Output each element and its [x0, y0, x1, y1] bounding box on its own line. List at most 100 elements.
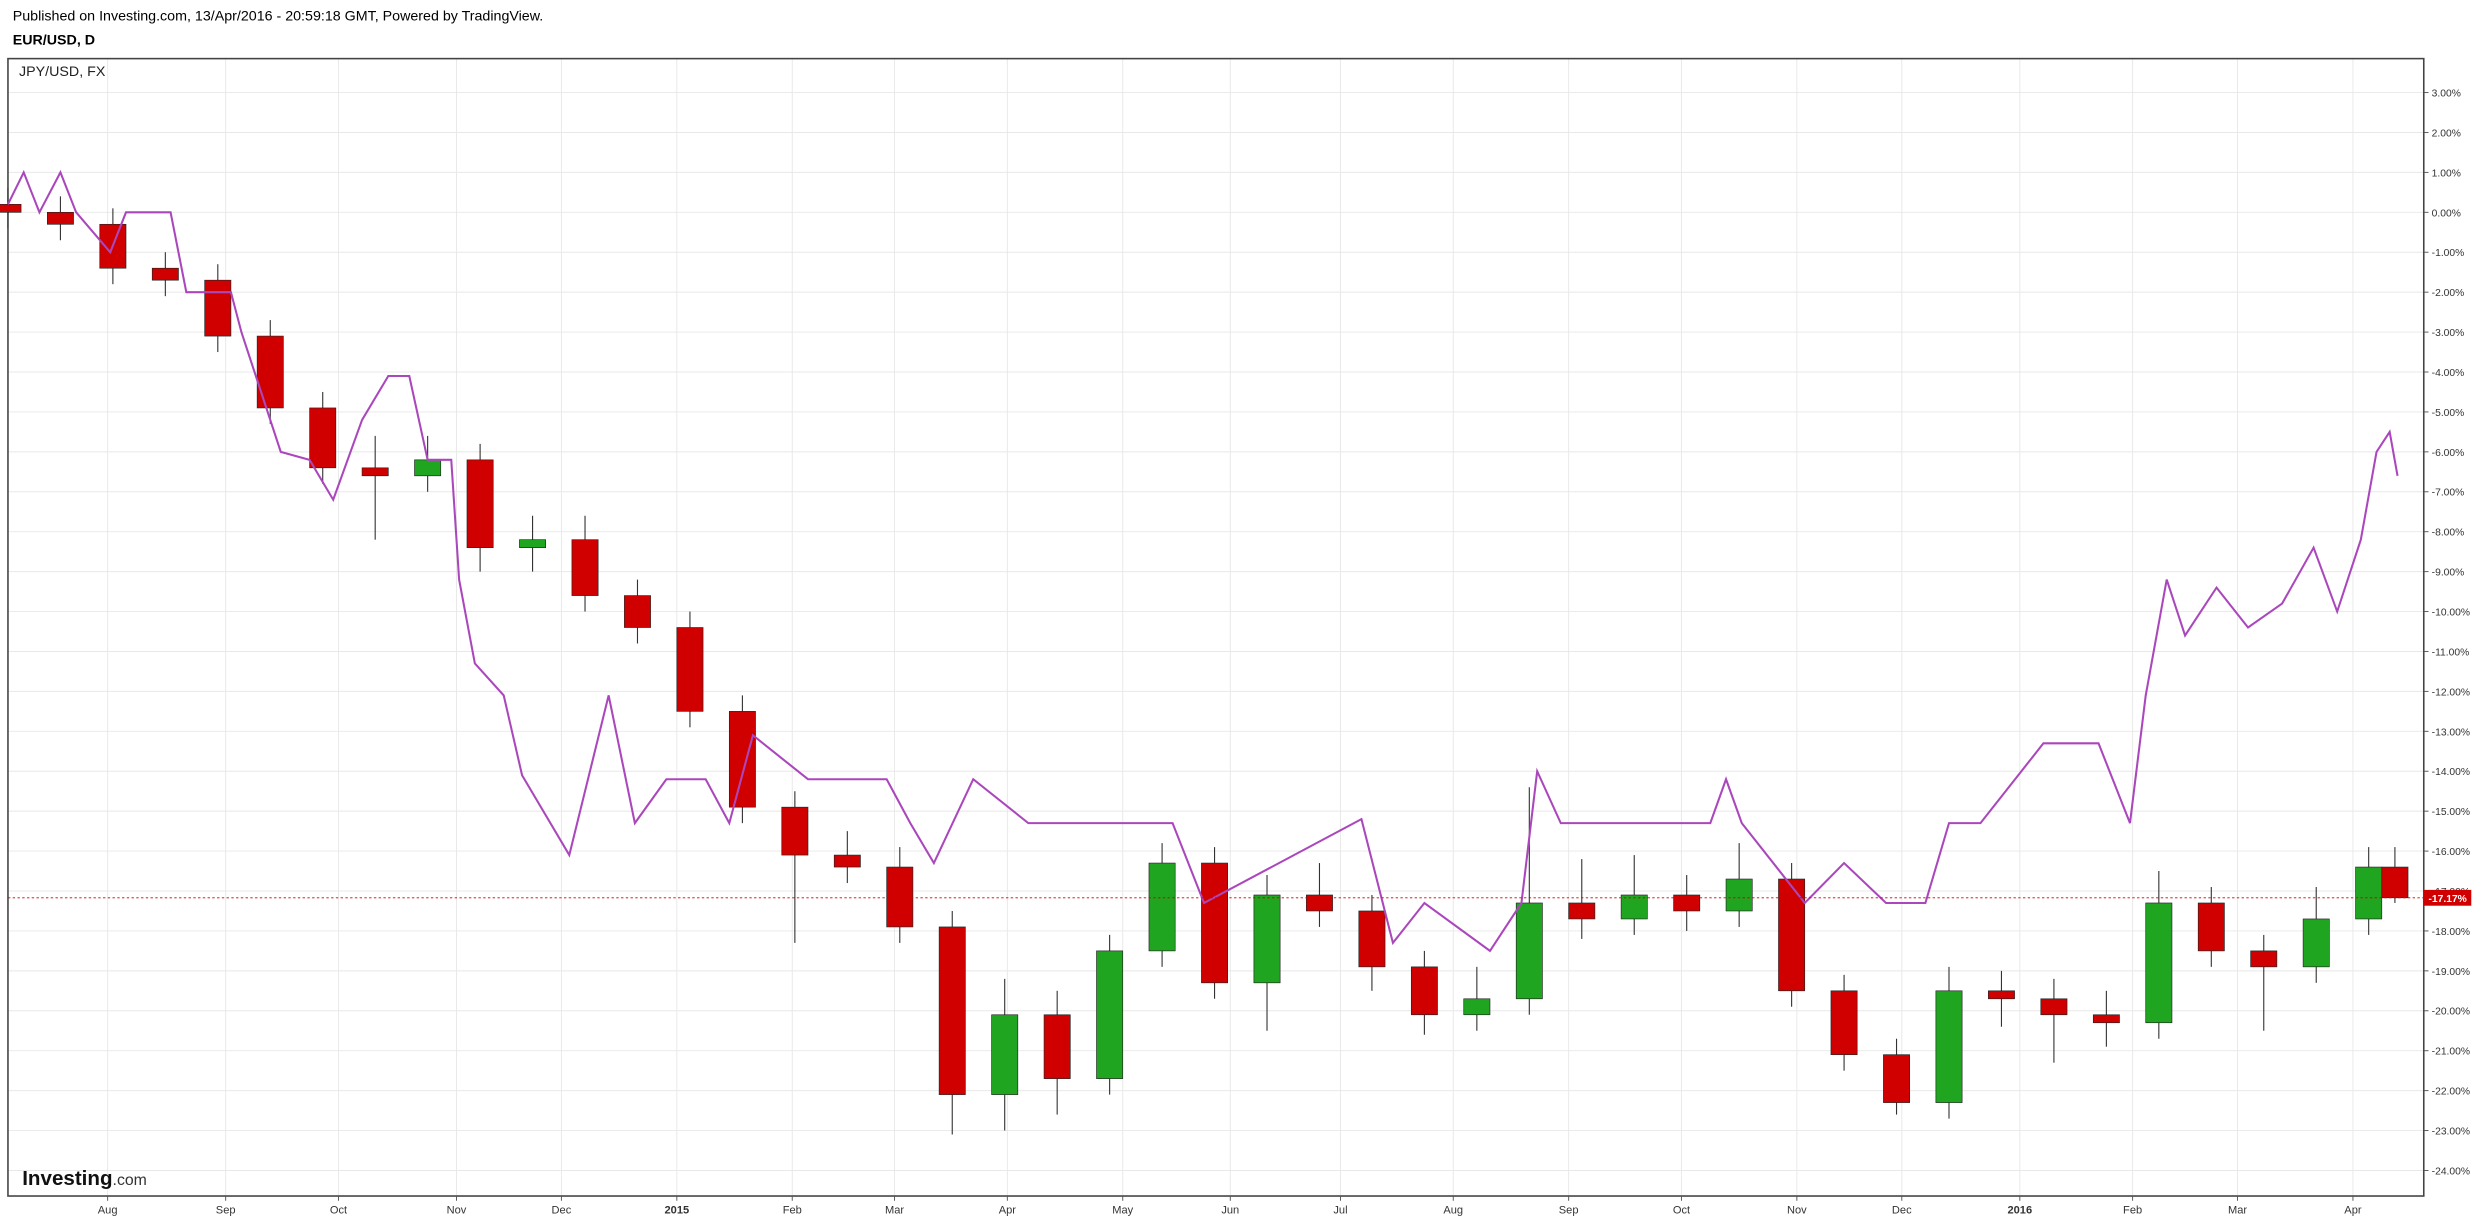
- x-tick-label: Nov: [1787, 1204, 1807, 1216]
- candle-body: [256, 335, 284, 409]
- y-tick-label: -15.00%: [2432, 807, 2470, 818]
- candle-body: [1620, 894, 1648, 920]
- y-tick-label: -12.00%: [2432, 687, 2470, 698]
- candle-body: [1988, 990, 2015, 1000]
- y-tick-label: -13.00%: [2432, 727, 2470, 738]
- y-tick-label: -11.00%: [2432, 647, 2470, 658]
- candle-body: [0, 204, 22, 213]
- published-note: Published on Investing.com, 13/Apr/2016 …: [13, 9, 543, 25]
- y-tick-label: -16.00%: [2432, 847, 2470, 858]
- candle-body: [833, 854, 861, 868]
- candle-body: [1568, 902, 1596, 920]
- x-tick-label: Feb: [2123, 1204, 2142, 1216]
- y-tick-label: -8.00%: [2432, 528, 2465, 539]
- last-price-box: [2423, 889, 2472, 906]
- x-tick-label: May: [1112, 1204, 1133, 1216]
- y-tick-label: -14.00%: [2432, 767, 2470, 778]
- x-tick-label: Oct: [1673, 1204, 1690, 1216]
- y-tick-label: 2.00%: [2432, 128, 2461, 139]
- candle-body: [781, 806, 809, 856]
- candle-body: [414, 459, 442, 477]
- candle-body: [938, 926, 966, 1095]
- y-tick-label: -24.00%: [2432, 1166, 2470, 1177]
- candle-body: [2302, 918, 2330, 968]
- x-tick-label: Dec: [552, 1204, 572, 1216]
- candle-body: [46, 211, 74, 225]
- y-tick-label: 3.00%: [2432, 89, 2461, 100]
- x-tick-label: 2015: [665, 1204, 690, 1216]
- candle-body: [2040, 998, 2068, 1016]
- x-tick-label: Apr: [999, 1204, 1017, 1216]
- y-tick-label: -9.00%: [2432, 568, 2465, 579]
- candle-body: [309, 407, 337, 469]
- y-tick-label: 1.00%: [2432, 168, 2461, 179]
- candle-body: [2092, 1014, 2120, 1024]
- candle-body: [991, 1014, 1019, 1095]
- x-tick-label: 2016: [2007, 1204, 2032, 1216]
- candle-body: [151, 267, 179, 281]
- candle-body: [466, 459, 494, 548]
- y-tick-label: -2.00%: [2432, 288, 2465, 299]
- candle-body: [1306, 894, 1333, 912]
- candle-body: [1410, 966, 1438, 1016]
- y-tick-label: -22.00%: [2432, 1087, 2470, 1098]
- candle-body: [1096, 950, 1124, 1079]
- x-tick-label: Nov: [447, 1204, 467, 1216]
- last-price-label: -17.17%: [2429, 894, 2467, 905]
- overlay-line: [7, 169, 2399, 953]
- y-tick-label: -20.00%: [2432, 1007, 2470, 1018]
- candle-body: [519, 539, 546, 548]
- candle-body: [1358, 910, 1386, 968]
- x-tick-label: Jun: [1221, 1204, 1239, 1216]
- y-tick-label: 0.00%: [2432, 208, 2461, 219]
- x-tick-label: Apr: [2344, 1204, 2362, 1216]
- candle-body: [2145, 902, 2173, 1024]
- candle-body: [886, 866, 914, 928]
- y-tick-label: -18.00%: [2432, 927, 2470, 938]
- candle-body: [1515, 902, 1543, 1000]
- candle-body: [1043, 1014, 1071, 1079]
- x-tick-label: Dec: [1892, 1204, 1912, 1216]
- y-tick-label: -1.00%: [2432, 248, 2465, 259]
- candle-body: [1725, 878, 1753, 912]
- y-tick-label: -19.00%: [2432, 967, 2470, 978]
- x-tick-label: Mar: [2228, 1204, 2247, 1216]
- candle-body: [624, 595, 651, 628]
- logo-name: Investing: [22, 1167, 112, 1190]
- candle-body: [571, 539, 599, 596]
- logo-suffix: .com: [113, 1172, 147, 1189]
- x-tick-label: Aug: [1443, 1204, 1463, 1216]
- y-tick-label: -6.00%: [2432, 448, 2465, 459]
- x-tick-label: Sep: [1559, 1204, 1579, 1216]
- candle-body: [1883, 1054, 1910, 1103]
- y-tick-label: -3.00%: [2432, 328, 2465, 339]
- candle-body: [676, 627, 704, 712]
- legend-entry: JPY/USD, FX: [19, 64, 106, 80]
- y-tick-label: -10.00%: [2432, 608, 2470, 619]
- y-tick-label: -21.00%: [2432, 1047, 2470, 1058]
- y-tick-label: -4.00%: [2432, 368, 2465, 379]
- candle-body: [1935, 990, 1963, 1103]
- candle-body: [1778, 878, 1806, 992]
- x-tick-label: Sep: [216, 1204, 236, 1216]
- candle-body: [1673, 894, 1701, 912]
- y-tick-label: -23.00%: [2432, 1127, 2470, 1138]
- symbol-title: EUR/USD, D: [13, 32, 95, 48]
- x-tick-label: Feb: [783, 1204, 802, 1216]
- x-tick-label: Jul: [1333, 1204, 1347, 1216]
- y-tick-label: -5.00%: [2432, 408, 2465, 419]
- y-tick-label: -7.00%: [2432, 488, 2465, 499]
- candle-body: [2197, 902, 2225, 952]
- logo: Investing.com: [22, 1167, 147, 1190]
- candle-body: [2381, 866, 2409, 899]
- candle-body: [1148, 862, 1176, 952]
- candle-body: [728, 711, 756, 808]
- candle-body: [1201, 862, 1228, 984]
- candle-body: [361, 467, 389, 477]
- candle-body: [2355, 866, 2383, 920]
- candle-body: [1830, 990, 1858, 1056]
- grid: [7, 58, 2424, 1197]
- x-tick-label: Oct: [330, 1204, 347, 1216]
- plot-frame: [7, 57, 2425, 1197]
